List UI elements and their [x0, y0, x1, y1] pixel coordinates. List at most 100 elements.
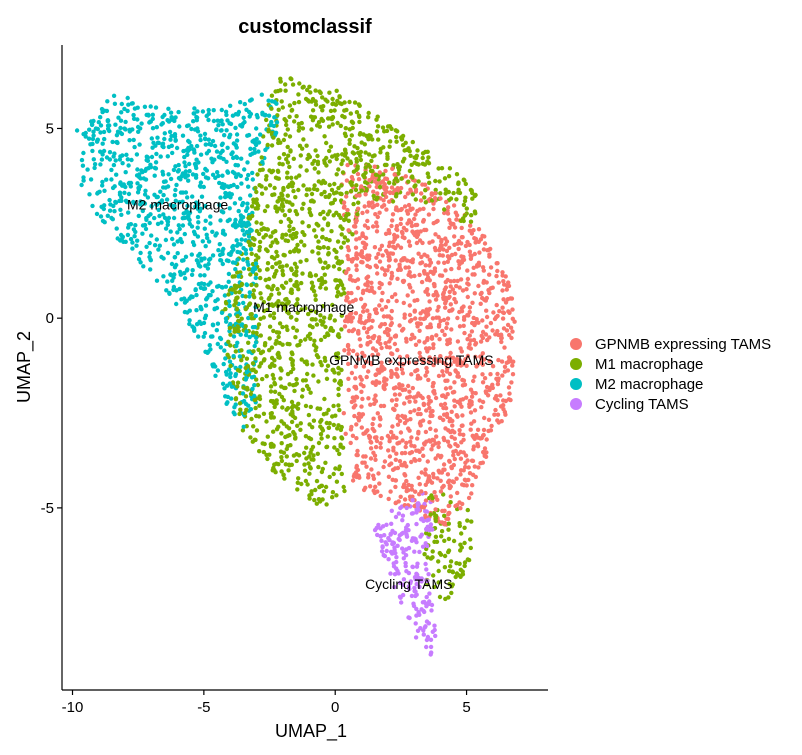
data-point [487, 387, 492, 393]
data-point [211, 108, 216, 113]
data-point [418, 534, 423, 539]
data-point [412, 273, 417, 279]
data-point [413, 197, 418, 202]
data-point [372, 203, 377, 209]
data-point [324, 155, 329, 161]
data-point [174, 182, 179, 188]
data-point [377, 247, 383, 252]
data-point [100, 205, 105, 210]
data-point [303, 337, 308, 342]
data-point [300, 271, 305, 276]
data-point [433, 518, 438, 524]
data-point [279, 431, 284, 436]
cluster-label: Cycling TAMS [365, 576, 452, 592]
data-point [127, 138, 132, 143]
data-point [355, 171, 361, 177]
data-point [273, 130, 279, 135]
data-point [510, 329, 515, 334]
data-point [277, 155, 282, 161]
data-point [246, 349, 251, 354]
data-point [378, 533, 383, 539]
data-point [397, 418, 403, 424]
data-point [238, 407, 243, 412]
data-point [234, 307, 240, 312]
data-point [166, 106, 171, 112]
data-point [138, 202, 143, 207]
data-point [339, 161, 344, 167]
data-point [358, 296, 364, 302]
data-point [414, 564, 420, 569]
data-point [463, 181, 468, 187]
data-point [400, 231, 405, 236]
data-point [274, 338, 279, 344]
data-point [291, 272, 297, 277]
data-point [437, 337, 442, 342]
data-point [130, 246, 135, 251]
data-point [309, 457, 314, 462]
data-point [476, 227, 482, 232]
data-point [244, 229, 250, 235]
data-point [419, 357, 424, 362]
data-point [281, 187, 286, 193]
data-point [214, 328, 219, 333]
data-point [291, 226, 296, 232]
data-point [442, 401, 448, 407]
data-point [369, 467, 374, 472]
data-point [239, 316, 244, 321]
data-point [356, 411, 362, 417]
data-point [90, 203, 95, 209]
data-point [276, 169, 281, 174]
data-point [167, 291, 172, 296]
data-point [300, 85, 305, 90]
data-point [342, 324, 348, 329]
data-point [279, 441, 284, 446]
data-point [212, 143, 218, 149]
data-point [440, 292, 446, 297]
data-point [452, 380, 457, 385]
data-point [410, 498, 415, 503]
data-point [213, 298, 218, 304]
data-point [154, 125, 159, 130]
data-point [171, 242, 177, 247]
data-point [325, 434, 330, 439]
data-point [337, 94, 342, 99]
data-point [399, 258, 404, 263]
data-point [395, 208, 401, 213]
data-point [489, 423, 494, 429]
data-point [248, 146, 253, 151]
data-point [254, 126, 259, 131]
data-point [413, 212, 418, 217]
data-point [451, 453, 456, 458]
data-point [254, 228, 260, 234]
data-point [350, 232, 355, 237]
data-point [109, 177, 114, 182]
data-point [312, 228, 317, 233]
data-point [459, 305, 465, 311]
data-point [337, 266, 342, 272]
data-point [443, 279, 448, 285]
data-point [269, 345, 275, 350]
data-point [354, 183, 359, 188]
data-point [313, 293, 318, 298]
data-point [158, 189, 163, 194]
data-point [432, 539, 437, 544]
data-point [235, 384, 240, 389]
data-point [228, 183, 233, 189]
data-point [398, 494, 403, 499]
data-point [235, 380, 241, 385]
data-point [306, 224, 311, 229]
data-point [406, 146, 411, 151]
data-point [345, 207, 350, 213]
data-point [322, 160, 327, 166]
data-point [509, 335, 514, 341]
data-point [291, 383, 296, 388]
data-point [346, 290, 351, 296]
data-point [500, 316, 506, 321]
data-point [366, 110, 371, 116]
data-point [183, 164, 188, 169]
data-point [445, 259, 450, 264]
data-point [123, 127, 128, 132]
data-point [342, 204, 347, 209]
data-point [149, 136, 154, 141]
data-point [403, 265, 408, 270]
